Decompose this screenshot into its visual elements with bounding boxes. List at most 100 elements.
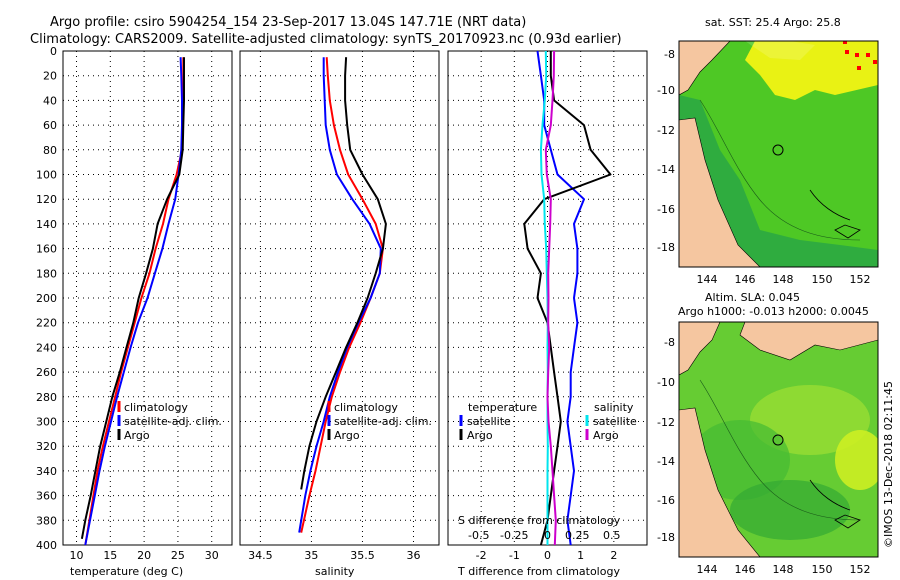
series-line-satellite-adj-clim- xyxy=(84,57,183,546)
x-tick-label: -2 xyxy=(476,549,487,562)
map-bottom-title-line2: Argo h1000: -0.013 h2000: 0.0045 xyxy=(678,305,869,318)
s-tick: 0 xyxy=(544,529,551,542)
legend-climatology-label: climatology xyxy=(124,401,188,414)
temperature-axis-label: temperature (deg C) xyxy=(70,565,183,578)
map-top-x-ticks: 144 146 148 150 152 xyxy=(697,273,871,286)
depth-tick-label: 80 xyxy=(43,144,57,157)
legend-s-argo-label: Argo xyxy=(593,429,619,442)
map-top-ytick: -8 xyxy=(664,48,675,61)
x-tick-label: -1 xyxy=(509,549,520,562)
depth-tick-label: 380 xyxy=(36,514,57,527)
depth-tick-label: 340 xyxy=(36,465,57,478)
depth-tick-label: 360 xyxy=(36,490,57,503)
figure-title-line1: Argo profile: csiro 5904254_154 23-Sep-2… xyxy=(50,15,526,30)
x-tick-label: 2 xyxy=(610,549,617,562)
legend-argo-label: Argo xyxy=(334,429,360,442)
depth-tick-label: 60 xyxy=(43,119,57,132)
legend-satellite-label: satellite-adj. clim. xyxy=(124,415,222,428)
series-line-argo xyxy=(80,57,185,539)
watermark: ©IMOS 13-Dec-2018 02:11:45 xyxy=(882,381,895,548)
series-line-t-argo xyxy=(523,51,612,546)
depth-tick-label: 240 xyxy=(36,341,57,354)
map-bottom-title-line1: Altim. SLA: 0.045 xyxy=(705,291,800,304)
depth-tick-label: 180 xyxy=(36,267,57,280)
map-top-ytick: -12 xyxy=(657,124,675,137)
depth-tick-label: 280 xyxy=(36,391,57,404)
x-tick-label: 1 xyxy=(577,549,584,562)
legend-t-argo-label: Argo xyxy=(467,429,493,442)
x-tick-label: 10 xyxy=(70,549,84,562)
map-top-xtick: 148 xyxy=(773,273,794,286)
legend-s-satellite-label: satellite xyxy=(593,415,637,428)
depth-tick-label: 40 xyxy=(43,94,57,107)
legend-climatology-label: climatology xyxy=(334,401,398,414)
map-bottom-xtick: 150 xyxy=(812,563,833,576)
x-tick-label: 0 xyxy=(544,549,551,562)
series-line-argo xyxy=(300,57,387,490)
map-bottom-frame xyxy=(678,321,879,558)
x-tick-label: 15 xyxy=(103,549,117,562)
depth-tick-label: 220 xyxy=(36,317,57,330)
depth-tick-label: 100 xyxy=(36,169,57,182)
map-top-frame xyxy=(678,40,879,268)
x-tick-label: 36 xyxy=(406,549,420,562)
x-tick-label: 34.5 xyxy=(248,549,273,562)
x-tick-label: 35.5 xyxy=(350,549,375,562)
legend-temperature-title: temperature xyxy=(468,401,537,414)
map-bottom-ytick: -16 xyxy=(657,494,675,507)
map-bottom-image xyxy=(679,322,878,557)
map-top-xtick: 152 xyxy=(850,273,871,286)
s-difference-axis-label: S difference from climatology xyxy=(458,514,621,527)
map-bottom-y-ticks: -8 -10 -12 -14 -16 -18 xyxy=(657,336,675,544)
map-top-title: sat. SST: 25.4 Argo: 25.8 xyxy=(705,16,841,29)
map-bottom-ytick: -18 xyxy=(657,531,675,544)
map-bottom-ytick: -10 xyxy=(657,376,675,389)
figure-title-line2: Climatology: CARS2009. Satellite-adjuste… xyxy=(30,32,622,47)
map-bottom-argo-marker xyxy=(772,434,784,446)
map-top-xtick: 150 xyxy=(812,273,833,286)
s-difference-tick-labels: -0.5 -0.25 0 0.25 0.5 xyxy=(468,529,621,542)
salinity-legend: climatology satellite-adj. clim. Argo xyxy=(327,401,432,442)
difference-legend-temperature: temperature satellite Argo xyxy=(459,401,537,442)
map-bottom-xtick: 148 xyxy=(773,563,794,576)
series-line-satellite-adj-clim- xyxy=(298,57,382,533)
map-top-ytick: -16 xyxy=(657,203,675,216)
legend-salinity-title: salinity xyxy=(594,401,634,414)
map-top-ytick: -14 xyxy=(657,163,675,176)
x-tick-labels: 10 15 20 25 30 34.5 35 35.5 36 -2 -1 0 1 2 xyxy=(70,549,618,562)
series-line-s-argo xyxy=(544,50,557,546)
difference-axis-label: T difference from climatology xyxy=(457,565,620,578)
map-bottom-ytick: -14 xyxy=(657,455,675,468)
map-top-ytick: -18 xyxy=(657,241,675,254)
depth-tick-label: 320 xyxy=(36,440,57,453)
salinity-panel-frame xyxy=(239,50,440,546)
depth-tick-label: 400 xyxy=(36,539,57,552)
depth-tick-labels: 0 20 40 60 80 100 120 140 160 180 200 220 240 260 280 3… xyxy=(36,45,57,552)
depth-tick-label: 160 xyxy=(36,243,57,256)
series-line-t-satellite xyxy=(536,50,585,546)
x-tick-label: 25 xyxy=(171,549,185,562)
map-top-image xyxy=(679,41,878,267)
map-top-y-ticks: -8 -10 -12 -14 -16 -18 xyxy=(657,48,675,254)
s-tick: 0.5 xyxy=(603,529,621,542)
map-bottom-xtick: 144 xyxy=(697,563,718,576)
salinity-axis-label: salinity xyxy=(315,565,355,578)
legend-t-satellite-label: satellite xyxy=(467,415,511,428)
x-tick-label: 20 xyxy=(137,549,151,562)
series-layer xyxy=(80,50,612,546)
x-tick-label: 35 xyxy=(304,549,318,562)
s-tick: -0.5 xyxy=(468,529,489,542)
depth-tick-label: 140 xyxy=(36,218,57,231)
temperature-legend: climatology satellite-adj. clim. Argo xyxy=(117,401,222,442)
map-top-ytick: -10 xyxy=(657,84,675,97)
s-tick: -0.25 xyxy=(500,529,528,542)
map-bottom-x-ticks: 144 146 148 150 152 xyxy=(697,563,871,576)
depth-tick-label: 120 xyxy=(36,193,57,206)
map-bottom-xtick: 152 xyxy=(850,563,871,576)
map-bottom-xtick: 146 xyxy=(735,563,756,576)
difference-legend-salinity: salinity satellite Argo xyxy=(585,401,637,442)
depth-tick-label: 0 xyxy=(50,45,57,58)
map-bottom-ytick: -12 xyxy=(657,416,675,429)
depth-tick-label: 260 xyxy=(36,366,57,379)
